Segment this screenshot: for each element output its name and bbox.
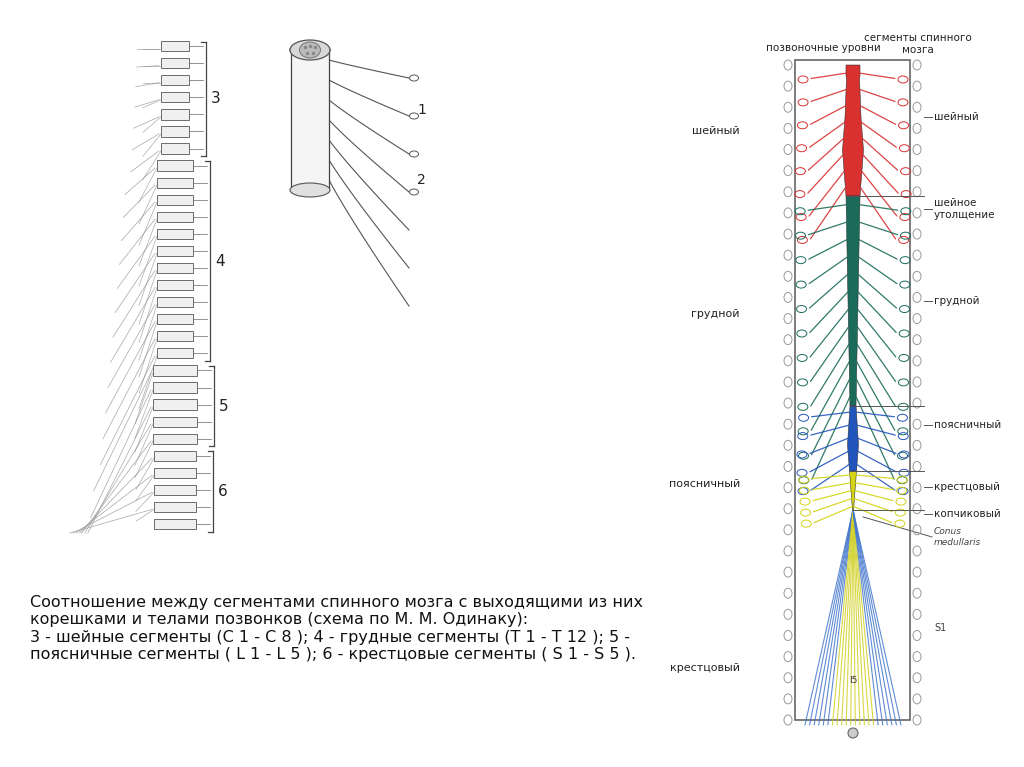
Text: 5: 5 [219, 399, 228, 413]
Bar [154, 485, 196, 495]
Polygon shape [843, 65, 863, 196]
Bar [153, 400, 197, 410]
Text: грудной: грудной [691, 309, 740, 319]
Ellipse shape [300, 42, 321, 58]
Bar [161, 109, 189, 120]
Bar [153, 416, 197, 426]
Bar [157, 280, 193, 290]
Ellipse shape [848, 728, 858, 738]
Bar [157, 177, 193, 188]
Text: шейное
утолщение: шейное утолщение [934, 199, 995, 220]
Bar [157, 195, 193, 205]
Ellipse shape [290, 40, 330, 60]
Bar [161, 75, 189, 85]
Text: 6: 6 [218, 484, 227, 499]
Bar [154, 451, 196, 461]
Bar [157, 314, 193, 324]
Bar [795, 60, 910, 720]
Bar [153, 433, 197, 444]
Text: поясничный: поясничный [669, 479, 740, 489]
Text: шейный: шейный [934, 113, 979, 123]
Text: 4: 4 [215, 254, 224, 268]
Bar [154, 502, 196, 512]
Bar [157, 348, 193, 358]
Ellipse shape [290, 43, 330, 57]
Text: позвоночные уровни: позвоночные уровни [766, 43, 881, 53]
Text: Conus
medullaris: Conus medullaris [934, 527, 981, 547]
Text: 3: 3 [211, 91, 221, 107]
Text: 2: 2 [417, 173, 426, 187]
Text: сегменты спинного
мозга: сегменты спинного мозга [864, 34, 972, 55]
Text: 1: 1 [417, 103, 426, 117]
Bar [153, 365, 197, 376]
Text: крестцовый: крестцовый [670, 663, 740, 673]
Polygon shape [848, 406, 858, 471]
Text: шейный: шейный [692, 126, 740, 136]
Text: крестцовый: крестцовый [934, 482, 1000, 492]
Polygon shape [846, 196, 860, 406]
Bar [161, 127, 189, 137]
Text: копчиковый: копчиковый [934, 509, 1000, 518]
Polygon shape [850, 471, 856, 510]
Bar [157, 331, 193, 341]
Bar [161, 58, 189, 68]
Ellipse shape [290, 183, 330, 197]
Text: поясничный: поясничный [934, 420, 1001, 430]
Bar [157, 246, 193, 256]
Text: грудной: грудной [934, 296, 980, 306]
Bar [154, 468, 196, 478]
Bar [154, 519, 196, 529]
Bar [161, 92, 189, 103]
Bar [157, 160, 193, 171]
Bar [157, 297, 193, 308]
Bar [157, 212, 193, 222]
Bar [161, 41, 189, 51]
Bar [161, 143, 189, 153]
Bar [291, 50, 329, 190]
Text: S1: S1 [934, 624, 946, 634]
Bar [157, 229, 193, 239]
Bar [157, 263, 193, 273]
Text: l5: l5 [849, 676, 857, 685]
Bar [153, 383, 197, 393]
Text: Соотношение между сегментами спинного мозга с выходящими из них
корешками и тела: Соотношение между сегментами спинного мо… [30, 595, 643, 662]
